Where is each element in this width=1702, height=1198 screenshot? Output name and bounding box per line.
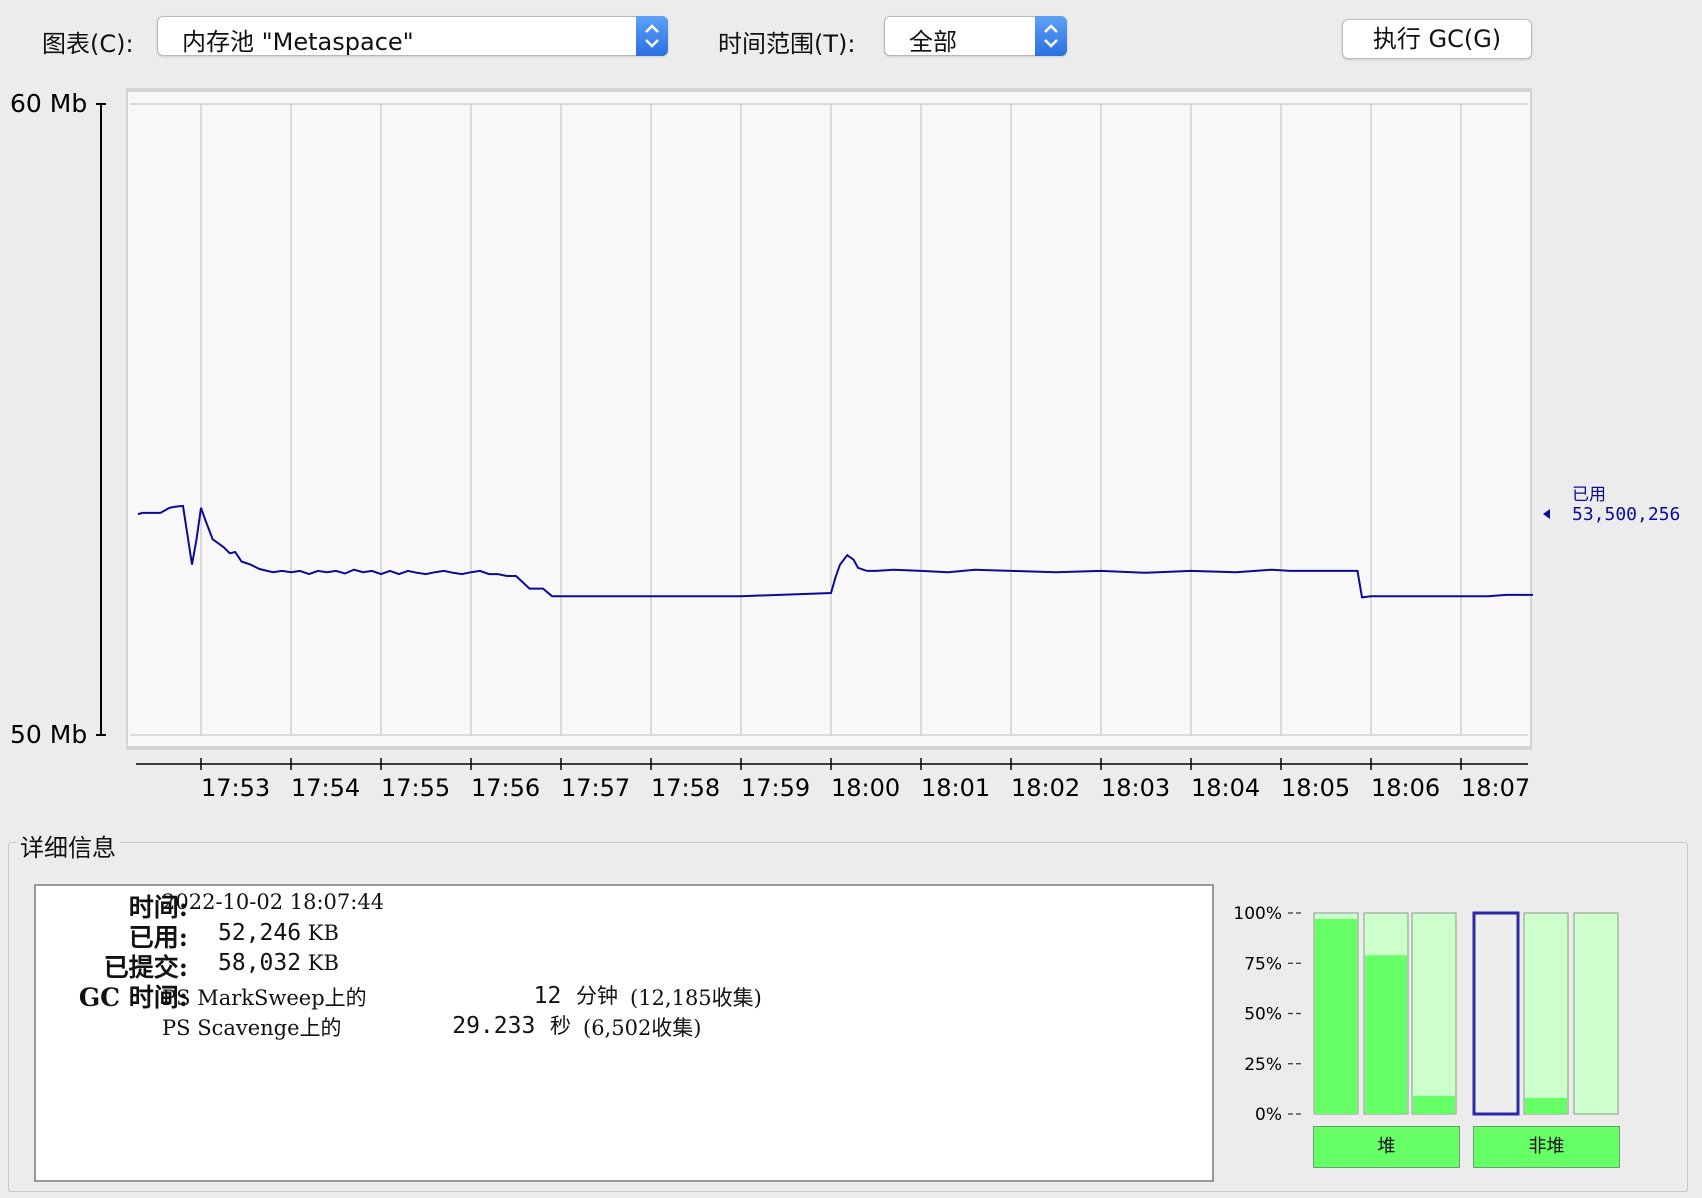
gc-row-amount-value: 29.233: [452, 1013, 536, 1039]
legend-used-label: 已用: [1572, 485, 1606, 505]
x-tick-label: 17:57: [561, 774, 630, 800]
pool-bar-fill: [1315, 919, 1357, 1114]
detail-used-value: 52,246: [218, 920, 302, 946]
time-range-label: 时间范围(T):: [718, 30, 856, 58]
heap-button[interactable]: 堆: [1313, 1126, 1460, 1168]
pool-bar-fill: [1365, 955, 1407, 1114]
memory-chart: 60 Mb 50 Mb 17:53 17:54 17:55 17:56 17:57 17:…: [10, 88, 1680, 800]
gc-row-count: (6,502收集): [583, 1016, 702, 1040]
x-tick-label: 18:06: [1371, 774, 1440, 800]
time-range-select-value: 全部: [909, 28, 957, 56]
plot-area: [128, 92, 1530, 746]
y-label-top: 60 Mb: [10, 89, 87, 118]
chart-pool-select[interactable]: 内存池 "Metaspace": [157, 16, 668, 56]
x-tick-label: 18:01: [921, 774, 990, 800]
x-tick-label: 18:05: [1281, 774, 1350, 800]
x-tick-label: 18:04: [1191, 774, 1260, 800]
chart-pool-select-value: 内存池 "Metaspace": [182, 28, 414, 56]
x-tick-label: 17:55: [381, 774, 450, 800]
pool-bar[interactable]: [1411, 912, 1457, 1115]
chart-label: 图表(C):: [42, 30, 134, 58]
detail-committed-label: 已提交:: [103, 953, 188, 982]
details-panel: 时间: 2022-10-02 18:07:44 已用: 52,246 KB 已提…: [34, 884, 1214, 1182]
details-group: [8, 842, 1688, 1192]
details-title: 详细信息: [16, 828, 120, 863]
pool-bar[interactable]: [1472, 911, 1520, 1116]
pool-bar-fill: [1413, 1095, 1455, 1114]
gc-row-amount: 29.233 秒: [452, 1010, 571, 1040]
x-tick-label: 17:58: [651, 774, 720, 800]
pool-scale: 100% 75% 50% 25% 0%: [1233, 904, 1304, 1125]
nonheap-button[interactable]: 非堆: [1473, 1126, 1620, 1168]
memory-pools-chart: 100% 75% 50% 25% 0%: [1233, 904, 1619, 1125]
gc-row-amount-unit: 分钟: [576, 984, 618, 1008]
gc-row-amount-unit: 秒: [550, 1014, 571, 1038]
pool-scale-label: 25%: [1244, 1055, 1282, 1075]
pool-scale-label: 75%: [1244, 954, 1282, 974]
x-tick-label: 18:00: [831, 774, 900, 800]
x-ticks: 17:53 17:54 17:55 17:56 17:57 17:58 17:59 18:00…: [200, 758, 1530, 800]
x-tick-label: 17:53: [201, 774, 270, 800]
x-tick-label: 18:03: [1101, 774, 1170, 800]
detail-used-row: 52,246 KB: [218, 920, 339, 946]
chevron-updown-icon[interactable]: [1035, 16, 1067, 56]
x-tick-label: 18:07: [1461, 774, 1530, 800]
pool-scale-label: 100%: [1233, 904, 1282, 924]
detail-gc-label: GC 时间:: [78, 983, 188, 1012]
x-tick-label: 17:56: [471, 774, 540, 800]
detail-used-unit: KB: [307, 921, 339, 945]
current-value-marker-icon: [1543, 509, 1550, 519]
detail-used-label: 已用:: [128, 923, 188, 952]
gc-row-collector: PS Scavenge上的: [162, 1016, 342, 1040]
gc-row-amount: 12 分钟: [534, 980, 618, 1010]
detail-committed-unit: KB: [307, 951, 339, 975]
detail-committed-row: 58,032 KB: [218, 950, 339, 976]
x-tick-label: 17:54: [291, 774, 360, 800]
gc-row-collector: PS MarkSweep上的: [162, 986, 367, 1010]
gc-row-amount-value: 12: [533, 983, 562, 1009]
x-tick-label: 17:59: [741, 774, 810, 800]
detail-time-value: 2022-10-02 18:07:44: [162, 890, 385, 914]
detail-committed-value: 58,032: [218, 950, 302, 976]
pool-bar[interactable]: [1573, 912, 1619, 1115]
pool-scale-label: 50%: [1244, 1005, 1282, 1025]
legend-used-value: 53,500,256: [1572, 504, 1680, 525]
chevron-updown-icon[interactable]: [636, 16, 668, 56]
gc-row-count: (12,185收集): [630, 986, 762, 1010]
pool-bar-fill: [1525, 1097, 1567, 1114]
grid-lines: [130, 103, 1528, 736]
pool-bars[interactable]: [1313, 911, 1619, 1116]
perform-gc-button[interactable]: 执行 GC(G): [1342, 19, 1532, 59]
used-memory-line: [137, 504, 1533, 599]
detail-time-label: 时间:: [128, 893, 188, 922]
y-label-bottom: 50 Mb: [10, 720, 87, 749]
time-range-select[interactable]: 全部: [884, 16, 1067, 56]
pool-bar[interactable]: [1523, 912, 1569, 1115]
pool-scale-label: 0%: [1255, 1105, 1282, 1125]
x-tick-label: 18:02: [1011, 774, 1080, 800]
